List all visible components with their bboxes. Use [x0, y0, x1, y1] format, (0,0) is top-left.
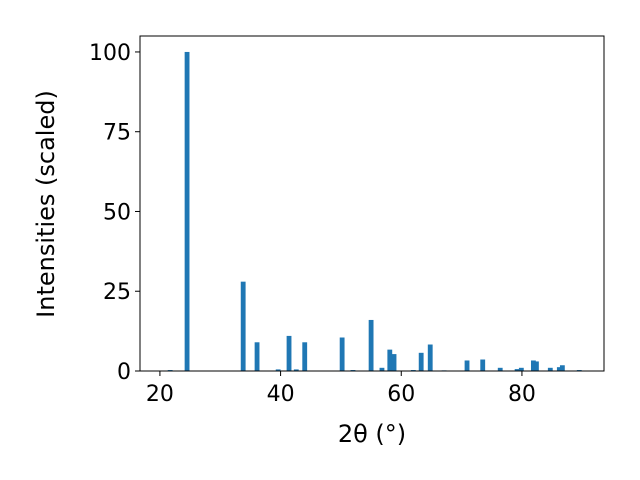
bar [418, 352, 424, 371]
bar [391, 354, 397, 371]
bar [240, 281, 246, 371]
x-tick-label: 20 [146, 382, 174, 407]
bar [480, 359, 486, 371]
y-axis-label: Intensities (scaled) [32, 90, 60, 318]
bar [184, 51, 190, 371]
y-tick-label: 50 [103, 200, 131, 225]
x-tick-label: 60 [387, 382, 415, 407]
x-tick-label: 80 [508, 382, 536, 407]
bar [514, 369, 520, 371]
x-tick-label: 40 [267, 382, 295, 407]
bar [254, 342, 260, 371]
bar [427, 344, 433, 371]
bar [286, 335, 292, 371]
y-tick-label: 100 [89, 41, 131, 66]
bar [530, 360, 536, 371]
y-tick-label: 75 [103, 121, 131, 146]
bar [379, 367, 385, 371]
bar [275, 369, 281, 371]
bar [464, 360, 470, 371]
bar [368, 319, 374, 371]
bar [534, 361, 539, 371]
bar [387, 349, 393, 371]
bar [497, 367, 503, 371]
bar [339, 337, 345, 371]
bar [293, 369, 299, 371]
bar [302, 342, 308, 371]
plot-frame [139, 35, 605, 372]
y-tick-label: 0 [117, 360, 131, 385]
bar [518, 367, 524, 371]
bar [559, 365, 565, 371]
x-axis-label: 2θ (°) [338, 420, 406, 448]
bar [547, 367, 553, 371]
y-tick-label: 25 [103, 280, 131, 305]
bar [556, 367, 562, 371]
